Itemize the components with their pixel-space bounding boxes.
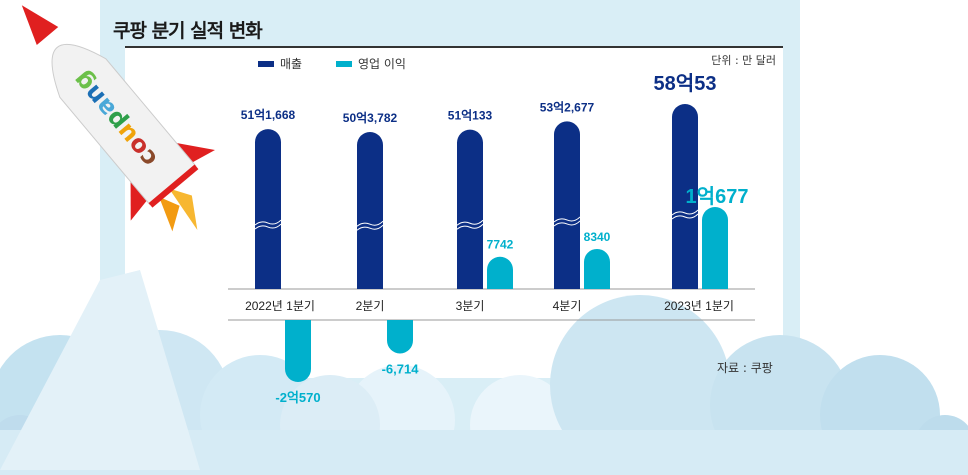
axis-break-mark <box>254 219 282 230</box>
x-tick-label: 2022년 1분기 <box>245 299 315 313</box>
rocket-fin <box>130 181 147 221</box>
legend-operating-income: 영업 이익 <box>336 55 406 72</box>
title-divider <box>125 46 783 48</box>
rocket-band <box>148 164 199 208</box>
axis-break-mark <box>356 220 384 231</box>
rocket-smoke <box>0 270 200 470</box>
source-label: 자료 : 쿠팡 <box>717 361 773 375</box>
x-tick-label: 2분기 <box>356 299 385 313</box>
unit-label: 단위 : 만 달러 <box>711 54 776 67</box>
revenue-bar <box>255 129 281 289</box>
legend-label-revenue: 매출 <box>280 57 303 71</box>
legend-label-operating-income: 영업 이익 <box>358 57 406 71</box>
rocket-body <box>51 43 197 206</box>
legend-swatch-revenue <box>258 60 274 67</box>
rocket-fin <box>176 143 215 163</box>
operating-income-data-label: 7742 <box>487 238 514 252</box>
axis-break-mark <box>671 209 699 220</box>
legend-revenue: 매출 <box>258 55 302 72</box>
x-tick-label: 3분기 <box>456 299 485 313</box>
rocket-nose <box>21 5 59 45</box>
rocket-icon: coupang <box>21 5 215 232</box>
operating-income-bar <box>487 256 513 289</box>
revenue-bar <box>672 104 698 289</box>
axis-break-mark <box>456 219 484 230</box>
operating-income-bar <box>584 248 610 289</box>
revenue-data-label: 50억3,782 <box>343 111 398 125</box>
revenue-data-label: 53억2,677 <box>540 100 595 114</box>
operating-income-bar <box>285 320 311 382</box>
revenue-data-label: 51억133 <box>448 109 493 123</box>
axis-break-mark <box>553 216 581 227</box>
operating-income-data-label: -6,714 <box>382 361 420 376</box>
revenue-data-label: 58억53 <box>654 72 717 95</box>
revenue-data-label: 51억1,668 <box>241 108 296 122</box>
revenue-bar <box>357 132 383 289</box>
operating-income-bar <box>387 320 413 354</box>
coupang-logo: coupang <box>67 66 163 172</box>
rocket-flame <box>159 196 180 232</box>
x-tick-label: 2023년 1분기 <box>664 299 734 313</box>
operating-income-data-label: -2억570 <box>275 390 320 405</box>
x-tick-label: 4분기 <box>553 299 582 313</box>
chart-title: 쿠팡 분기 실적 변화 <box>113 20 263 42</box>
revenue-bar <box>554 121 580 289</box>
operating-income-data-label: 1억677 <box>686 185 749 208</box>
operating-income-data-label: 8340 <box>584 230 611 244</box>
revenue-bar <box>457 129 483 289</box>
operating-income-bar <box>702 207 728 289</box>
legend-swatch-operating-income <box>336 60 352 67</box>
